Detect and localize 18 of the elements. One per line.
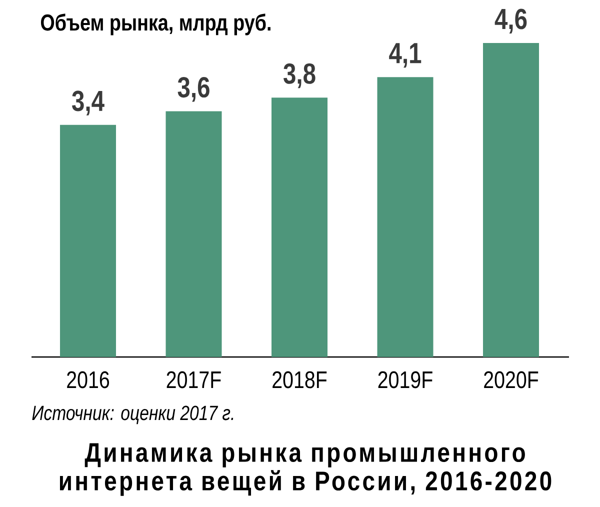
- x-tick-label: 2019F: [378, 371, 432, 388]
- data-label: 4,6: [494, 8, 527, 34]
- data-label: 3,6: [178, 77, 210, 102]
- y-axis-title: Объем рынка, млрд руб.: [40, 14, 270, 36]
- bar: [483, 42, 540, 357]
- text: Динамика рынка промышленного интернета вещей в России, 2016-2020: [60, 443, 552, 496]
- data-label: 3,8: [284, 63, 316, 88]
- bar: [60, 124, 116, 357]
- data-label: 4,1: [389, 43, 422, 68]
- x-tick-label: 2020F: [484, 371, 538, 388]
- text: Источник: оценки 2017 г.: [32, 406, 234, 424]
- data-label: 3,4: [72, 90, 104, 116]
- bar: [166, 111, 222, 357]
- bar: [377, 77, 434, 357]
- x-tick-label: 2016: [67, 371, 110, 388]
- bar: [272, 98, 328, 357]
- x-tick-label: 2017F: [166, 371, 221, 388]
- x-tick-label: 2018F: [272, 371, 327, 388]
